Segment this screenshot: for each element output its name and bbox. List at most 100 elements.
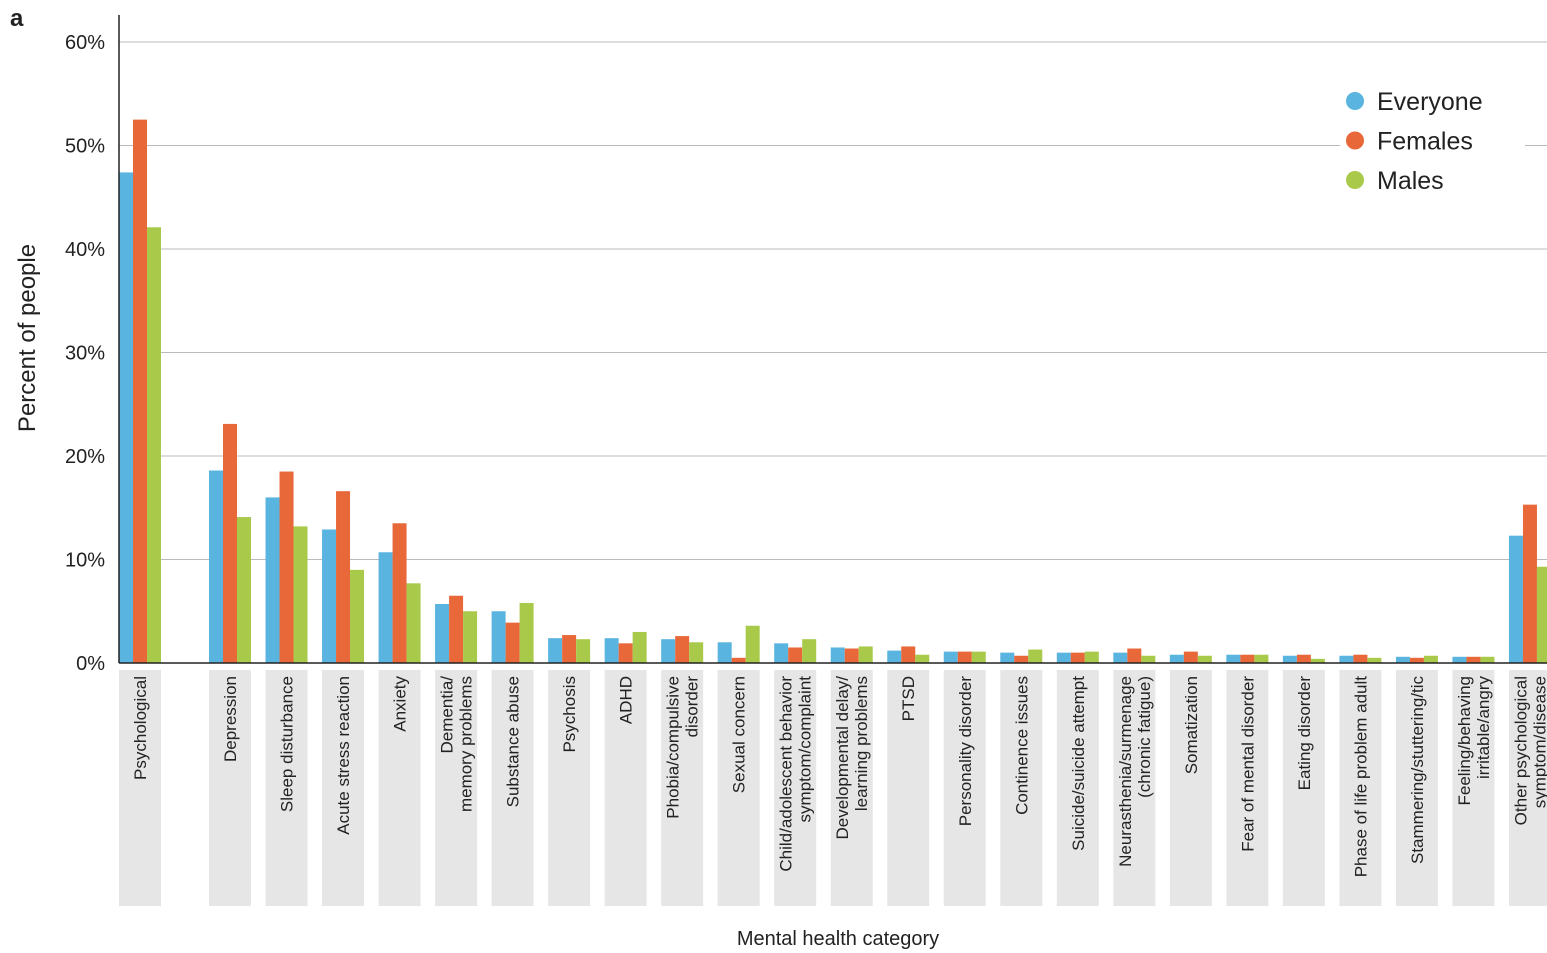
bar: [1367, 657, 1382, 663]
bar: [406, 583, 421, 663]
bar: [802, 639, 817, 663]
y-tick-label: 50%: [65, 136, 105, 158]
panel-label: a: [10, 5, 24, 32]
bar: [689, 642, 704, 663]
x-tick-label: Eating disorder: [1295, 676, 1314, 791]
label-column: [1169, 670, 1212, 906]
bar: [957, 651, 972, 663]
x-tick-label: Suicide/suicide attempt: [1069, 676, 1088, 851]
x-tick-label: Dementia/memory problems: [438, 676, 476, 812]
label-column: [1395, 670, 1438, 906]
x-tick-label: PTSD: [899, 676, 918, 721]
bar: [604, 638, 619, 663]
bar: [576, 639, 591, 663]
x-tick-label: Feeling/behavingirritable/angry: [1455, 676, 1493, 806]
label-column: [1339, 670, 1382, 906]
bar: [1282, 655, 1297, 663]
x-tick-label: Continence issues: [1012, 676, 1031, 815]
bar: [632, 631, 647, 663]
bar: [1169, 654, 1184, 663]
bar: [147, 227, 161, 663]
bar: [1113, 652, 1128, 663]
bar: [1000, 652, 1015, 663]
bar: [350, 569, 365, 663]
bar: [1197, 655, 1212, 663]
bar: [392, 523, 407, 663]
bar: [1254, 654, 1269, 663]
x-tick-label: Psychosis: [560, 676, 579, 753]
legend-swatch: [1346, 92, 1364, 110]
bar: [1353, 654, 1368, 663]
bar: [943, 651, 958, 663]
label-column: [548, 670, 591, 906]
bar: [562, 635, 577, 663]
bar: [548, 638, 563, 663]
bar: [519, 602, 534, 663]
bar: [223, 423, 237, 663]
x-tick-label: Neurasthenia/surmenage(chronic fatigue): [1116, 676, 1154, 867]
bar: [1466, 656, 1481, 663]
bar: [901, 646, 916, 663]
label-column: [604, 670, 647, 906]
bar: [1423, 655, 1438, 663]
bar: [505, 622, 520, 663]
bar: [675, 636, 690, 663]
legend-label: Females: [1377, 128, 1473, 156]
bar: [1183, 651, 1198, 663]
y-tick-label: 10%: [65, 550, 105, 572]
bar: [1127, 648, 1142, 663]
bar: [133, 119, 147, 663]
bar: [661, 639, 676, 663]
bar: [336, 491, 351, 663]
label-column: [830, 670, 873, 906]
bar: [209, 470, 223, 663]
y-tick-label: 0%: [76, 653, 105, 675]
legend-label: Males: [1377, 167, 1444, 195]
bar: [1339, 655, 1354, 663]
x-tick-label: Other psychologicalsymptom/disease: [1511, 676, 1547, 825]
label-column: [491, 670, 534, 906]
label-column: [209, 670, 251, 906]
label-column: [774, 670, 817, 906]
bar: [1395, 656, 1410, 663]
bar: [119, 172, 133, 663]
bar: [1536, 566, 1547, 663]
x-tick-label: ADHD: [617, 676, 636, 724]
label-column: [1056, 670, 1099, 906]
bar: [463, 611, 478, 663]
x-tick-label: Sleep disturbance: [278, 676, 297, 812]
y-axis-label: Percent of people: [14, 244, 41, 432]
y-tick-label: 20%: [65, 446, 105, 468]
bar: [1070, 652, 1085, 663]
bar: [1084, 651, 1099, 663]
bar: [1310, 658, 1325, 663]
x-tick-label: Phobia/compulsivedisorder: [664, 676, 702, 819]
x-tick-label: Personality disorder: [956, 676, 975, 827]
x-tick-label: Developmental delay/learning problems: [833, 676, 871, 840]
label-column: [1226, 670, 1269, 906]
label-column: [1452, 670, 1495, 906]
bar: [1226, 654, 1241, 663]
x-tick-label: Acute stress reaction: [334, 676, 353, 835]
x-tick-label: Somatization: [1182, 676, 1201, 774]
bar: [1452, 656, 1467, 663]
bar: [731, 657, 746, 663]
bar: [1014, 655, 1029, 663]
legend-swatch: [1346, 171, 1364, 189]
label-column: [322, 670, 365, 906]
label-column: [435, 670, 478, 906]
bar: [971, 651, 986, 663]
label-column: [887, 670, 930, 906]
label-column: [265, 670, 308, 906]
label-column: [943, 670, 986, 906]
label-column: [1282, 670, 1325, 906]
x-axis-label: Mental health category: [737, 928, 939, 950]
bar: [1028, 649, 1043, 663]
bar: [1240, 654, 1255, 663]
x-tick-label: Sexual concern: [730, 676, 749, 793]
x-tick-label: Fear of mental disorder: [1238, 676, 1257, 852]
y-tick-label: 30%: [65, 343, 105, 365]
label-column: [1508, 670, 1547, 906]
